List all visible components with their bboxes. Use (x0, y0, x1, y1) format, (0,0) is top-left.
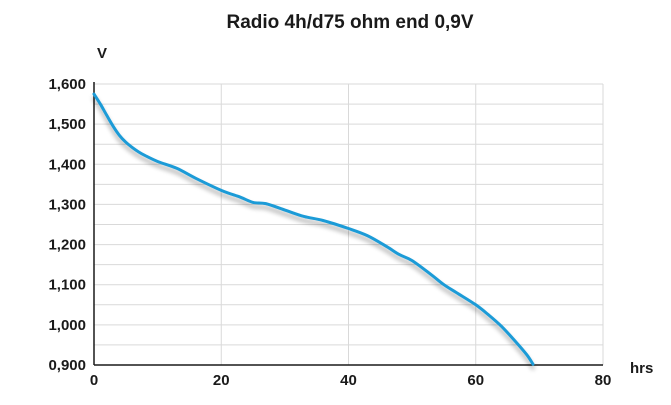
x-tick-label: 80 (595, 372, 612, 389)
grid-layer (94, 83, 604, 365)
y-tick-label: 1,600 (48, 76, 86, 93)
y-tick-label: 1,200 (48, 237, 86, 254)
x-tick-label: 20 (213, 372, 230, 389)
y-axis-label: V (97, 45, 107, 62)
y-tick-label: 1,300 (48, 196, 86, 213)
series-layer (92, 92, 535, 366)
series-line (92, 92, 535, 366)
y-tick-label: 1,000 (48, 317, 86, 334)
y-tick-label: 1,400 (48, 156, 86, 173)
x-axis-label: hrs (630, 360, 653, 377)
axis-layer (93, 82, 603, 366)
x-tick-label: 40 (340, 372, 357, 389)
tick-layer: 0,900 1,000 1,100 1,200 1,300 1,400 1,500 1,600… (48, 76, 611, 389)
y-tick-label: 1,100 (48, 277, 86, 294)
y-tick-label: 1,500 (48, 116, 86, 133)
x-tick-label: 60 (467, 372, 484, 389)
chart-title: Radio 4h/d75 ohm end 0,9V (226, 12, 473, 33)
x-tick-label: 0 (90, 372, 98, 389)
y-tick-label: 0,900 (48, 357, 86, 374)
